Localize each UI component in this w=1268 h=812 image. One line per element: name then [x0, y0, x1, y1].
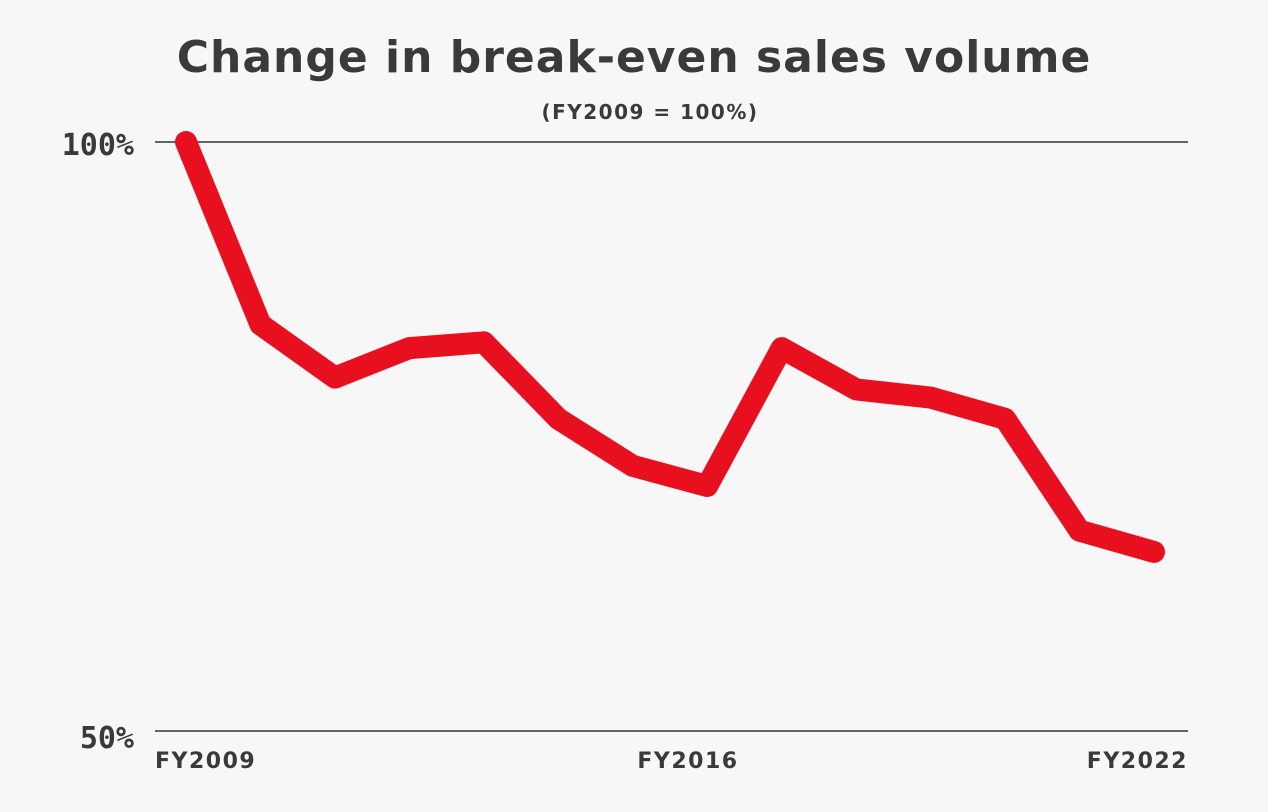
data-point-fy2011 — [334, 377, 336, 379]
x-tick-label-fy2009: FY2009 — [155, 749, 256, 774]
data-point-fy2020 — [1004, 418, 1006, 420]
series-line-0 — [175, 131, 1165, 563]
data-point-fy2010 — [260, 324, 261, 326]
x-tick-label-fy2022: FY2022 — [1087, 749, 1188, 774]
x-tick-label-fy2016: FY2016 — [637, 749, 738, 774]
chart-title: Change in break-even sales volume — [176, 32, 1092, 83]
data-point-fy2022 — [1153, 551, 1155, 553]
y-tick-label-100: 100% — [62, 128, 134, 163]
chart-subtitle: (FY2009 = 100%) — [541, 100, 759, 124]
data-point-fy2017 — [781, 347, 783, 349]
data-point-fy2018 — [855, 388, 857, 390]
data-point-fy2019 — [930, 397, 932, 399]
data-point-fy2016 — [706, 485, 708, 487]
data-point-fy2009 — [185, 141, 187, 143]
data-point-fy2021 — [1079, 530, 1080, 532]
data-point-fy2014 — [557, 418, 559, 420]
data-point-fy2013 — [483, 341, 485, 343]
series-layer — [175, 131, 1165, 563]
data-point-fy2012 — [408, 347, 410, 349]
y-tick-label-50: 50% — [80, 721, 134, 756]
data-point-fy2015 — [632, 465, 634, 467]
